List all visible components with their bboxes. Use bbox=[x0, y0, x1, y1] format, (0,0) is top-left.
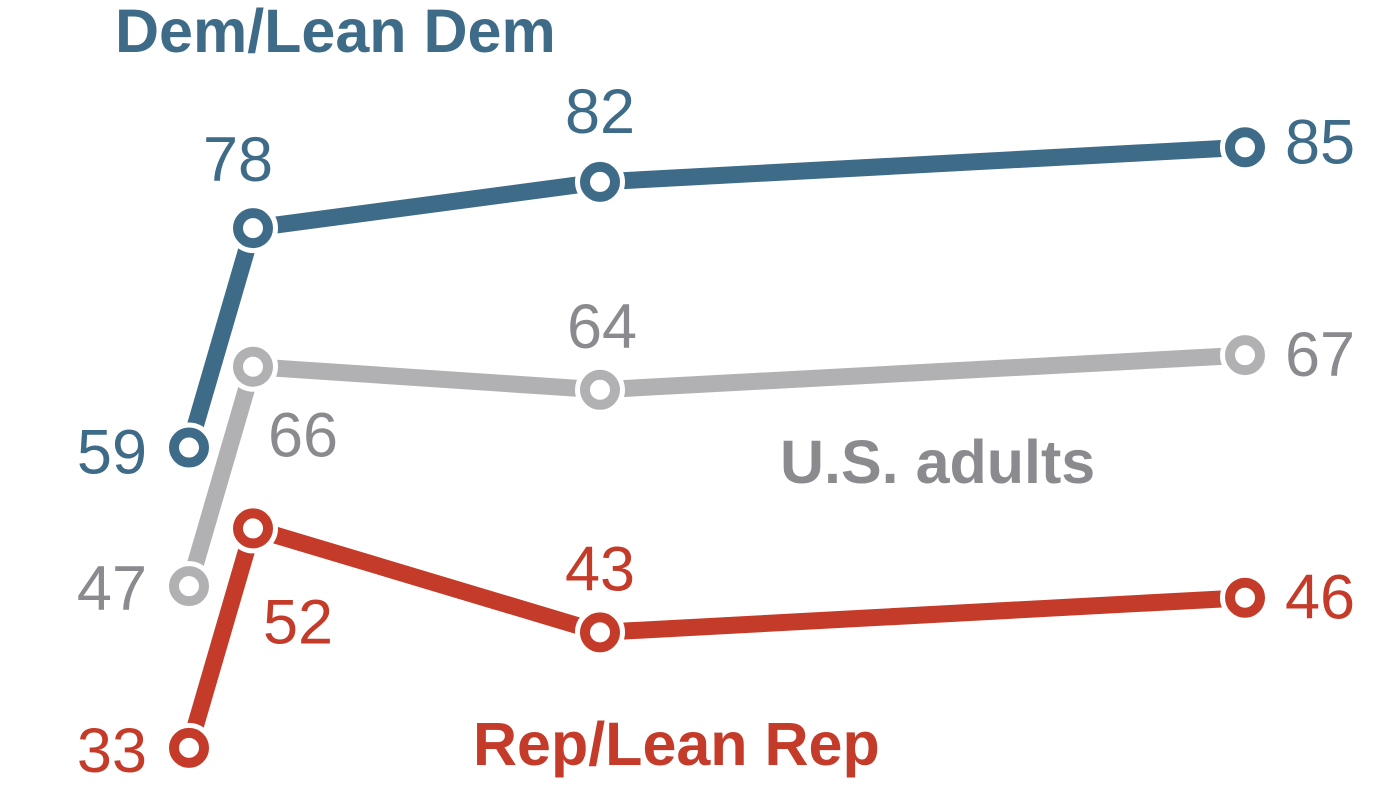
u-s-adults-marker bbox=[169, 566, 209, 607]
dem-lean-dem-line bbox=[180, 138, 1246, 450]
u-s-adults-marker bbox=[580, 369, 620, 410]
dem-lean-dem-value-label: 85 bbox=[1285, 107, 1355, 177]
u-s-adults-marker bbox=[233, 346, 273, 387]
dem-lean-dem-marker bbox=[580, 161, 620, 202]
rep-lean-rep-marker bbox=[1225, 577, 1265, 618]
dem-lean-dem-marker bbox=[1225, 127, 1265, 168]
u-s-adults-value-label: 67 bbox=[1285, 320, 1355, 390]
rep-lean-rep-line bbox=[180, 519, 1246, 751]
rep-lean-rep-value-label: 43 bbox=[565, 534, 635, 604]
series-label-dem-lean-dem: Dem/Lean Dem bbox=[115, 0, 556, 65]
u-s-adults-value-label: 66 bbox=[268, 401, 338, 471]
dem-lean-dem-marker bbox=[169, 427, 209, 468]
rep-lean-rep-value-label: 52 bbox=[263, 587, 333, 657]
u-s-adults-marker bbox=[1225, 335, 1265, 376]
dem-lean-dem-value-label: 78 bbox=[203, 125, 273, 195]
rep-lean-rep-marker bbox=[580, 612, 620, 653]
series-label-u-s-adults: U.S. adults bbox=[780, 428, 1095, 496]
rep-lean-rep-value-label: 33 bbox=[77, 716, 147, 786]
dem-lean-dem-value-label: 59 bbox=[77, 418, 147, 488]
rep-lean-rep-value-label: 46 bbox=[1285, 563, 1355, 633]
dem-lean-dem-value-label: 82 bbox=[565, 77, 635, 147]
u-s-adults-line bbox=[180, 346, 1246, 589]
dem-lean-dem-line-casing bbox=[176, 133, 1246, 452]
rep-lean-rep-marker bbox=[233, 508, 273, 549]
u-s-adults-value-label: 47 bbox=[77, 554, 147, 624]
series-label-rep-lean-rep: Rep/Lean Rep bbox=[473, 710, 880, 778]
dem-lean-dem-marker bbox=[233, 208, 273, 249]
rep-lean-rep-marker bbox=[169, 727, 209, 768]
u-s-adults-value-label: 64 bbox=[567, 292, 637, 362]
